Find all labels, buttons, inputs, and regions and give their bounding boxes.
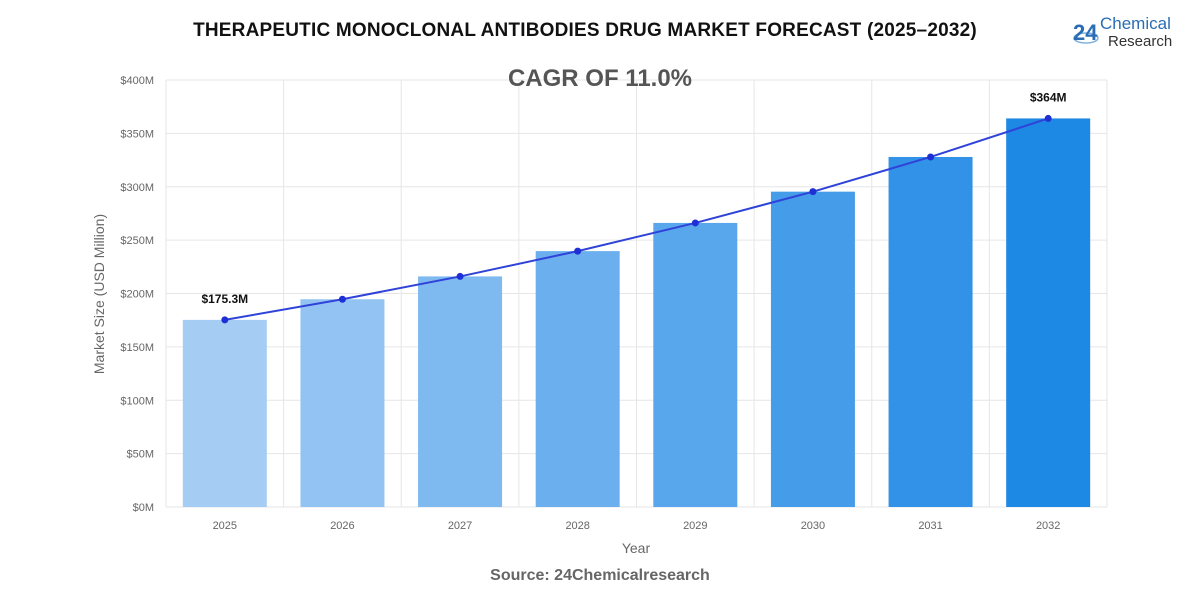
bar-2026 [300, 299, 385, 507]
x-axis-label: Year [622, 540, 651, 556]
trend-point [809, 188, 817, 196]
trend-point [338, 295, 346, 303]
bar-2025 [182, 319, 267, 507]
data-label-2032: $364M [1030, 90, 1067, 104]
y-tick-label: $350M [120, 128, 154, 140]
data-labels: $175.3M $364M [201, 90, 1066, 305]
x-tick-label: 2028 [565, 520, 589, 532]
x-tick-label: 2029 [683, 520, 707, 532]
y-tick-label: $150M [120, 342, 154, 354]
logo-number: 24 [1073, 20, 1098, 45]
cagr-annotation: CAGR OF 11.0% [508, 65, 692, 92]
x-tick-label: 2027 [448, 520, 472, 532]
trend-point [691, 219, 699, 227]
data-label-2025: $175.3M [201, 292, 248, 306]
y-axis-ticks: $0M $50M $100M $150M $200M $250M $300M $350M $40… [120, 75, 154, 514]
logo: 24 Chemical Research [1073, 14, 1172, 50]
x-tick-label: 2026 [330, 520, 354, 532]
bar-2027 [418, 276, 503, 507]
source-note: Source: 24Chemicalresearch [490, 567, 710, 584]
logo-line1: Chemical [1100, 14, 1171, 33]
y-tick-label: $100M [120, 395, 154, 407]
trend-point [456, 272, 464, 280]
chart-title: THERAPEUTIC MONOCLONAL ANTIBODIES DRUG M… [193, 20, 977, 41]
trend-line [221, 114, 1052, 324]
x-tick-label: 2030 [801, 520, 825, 532]
y-tick-label: $0M [133, 502, 154, 514]
x-tick-label: 2025 [213, 520, 237, 532]
logo-line2: Research [1108, 33, 1172, 50]
bar-2029 [653, 222, 738, 508]
y-tick-label: $200M [120, 289, 154, 301]
trend-line-path [224, 117, 1049, 321]
trend-point [927, 153, 935, 161]
x-axis-ticks: 2025 2026 2027 2028 2029 2030 2031 2032 [213, 520, 1061, 532]
bar-2031 [888, 156, 973, 508]
bar-2030 [770, 191, 855, 507]
y-axis-label: Market Size (USD Million) [91, 214, 107, 374]
y-tick-label: $250M [120, 235, 154, 247]
trend-point [221, 316, 229, 324]
x-tick-label: 2032 [1036, 520, 1060, 532]
trend-point [1044, 114, 1052, 122]
x-tick-label: 2031 [918, 520, 942, 532]
y-tick-label: $50M [126, 449, 154, 461]
bar-2032 [1006, 118, 1091, 508]
y-tick-label: $300M [120, 182, 154, 194]
bar-2028 [535, 251, 620, 507]
y-tick-label: $400M [120, 75, 154, 87]
bars [182, 118, 1091, 508]
trend-point [574, 247, 582, 255]
